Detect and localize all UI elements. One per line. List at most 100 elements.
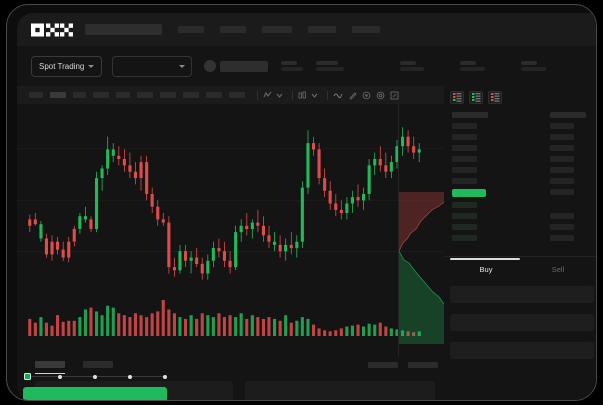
device-frame: Spot Trading (6, 4, 597, 401)
fullscreen-icon[interactable] (390, 91, 399, 100)
chevron-down-icon (88, 64, 95, 68)
orderbook-bid-row[interactable] (452, 202, 477, 208)
orderbook-ask-row[interactable] (452, 156, 477, 162)
orderbook-ask-row[interactable] (452, 145, 477, 151)
top-navigation-bar (17, 13, 596, 46)
okx-logo-o-icon (31, 23, 44, 36)
app-screen: Spot Trading (17, 13, 596, 400)
compare-icon[interactable] (298, 91, 307, 99)
spot-trading-dropdown[interactable]: Spot Trading (31, 55, 103, 77)
spot-trading-label: Spot Trading (39, 61, 85, 71)
slider-stop-75[interactable] (128, 374, 132, 379)
price-chart[interactable] (17, 104, 444, 356)
order-book[interactable] (444, 108, 596, 256)
chart-type-button[interactable] (206, 92, 222, 98)
chevron-down-icon (179, 64, 186, 68)
orderbook-right-row[interactable] (550, 145, 574, 151)
timeframe-button-1h[interactable] (73, 92, 86, 98)
order-amount-slider-handle[interactable] (24, 372, 31, 380)
indicator-icon[interactable] (263, 91, 272, 99)
timeframe-button-1w[interactable] (137, 92, 153, 98)
orderbook-bid-right-row[interactable] (550, 235, 574, 241)
orderbook-both-icon[interactable] (450, 90, 464, 104)
chart-toolbar (17, 86, 444, 104)
toolbar-divider (257, 90, 258, 100)
nav-item-derivatives[interactable] (262, 26, 292, 33)
trading-pair-select[interactable] (112, 55, 193, 77)
toolbar-divider (292, 90, 293, 100)
action-hide-other-pairs[interactable] (368, 361, 398, 368)
timeframe-button-4h[interactable] (93, 92, 109, 98)
orders-empty-card-right (245, 381, 435, 400)
orderbook-header-right (550, 112, 586, 118)
timeframe-button-1mo[interactable] (160, 92, 176, 98)
tab-buy[interactable]: Buy (479, 265, 493, 274)
slider-stop-25[interactable] (58, 374, 62, 379)
stat-24h-low (400, 60, 425, 72)
orderbook-right-row[interactable] (550, 156, 574, 162)
orderbook-and-order-form: Buy Sell (444, 86, 596, 400)
timeframe-button-1m[interactable] (29, 92, 43, 98)
order-amount-field[interactable] (450, 314, 594, 331)
stat-24h-change (281, 60, 304, 72)
stat-24h-volume (460, 60, 486, 72)
orderbook-bids-icon[interactable] (469, 90, 483, 104)
okx-logo[interactable] (31, 23, 73, 37)
orderbook-right-row[interactable] (550, 134, 574, 140)
submit-buy-button[interactable] (23, 387, 167, 400)
chevron-down-icon[interactable] (311, 92, 318, 99)
orderbook-right-row[interactable] (550, 167, 574, 173)
orders-tabs (17, 356, 444, 374)
orderbook-divider (444, 256, 596, 257)
settings-icon[interactable] (376, 91, 385, 100)
orderbook-right-row[interactable] (550, 123, 574, 129)
orderbook-bid-row[interactable] (452, 213, 477, 219)
toolbar-divider (327, 90, 328, 100)
ticker-bar: Spot Trading (17, 46, 596, 86)
orderbook-ask-row[interactable] (452, 178, 477, 184)
orderbook-ask-row[interactable] (452, 123, 477, 129)
orderbook-view-toggles (444, 86, 596, 108)
orderbook-last-price-highlight (452, 189, 486, 197)
slider-stop-50[interactable] (93, 374, 97, 379)
chart-extra-button[interactable] (229, 92, 245, 98)
stat-24h-high (316, 60, 345, 72)
global-search-input[interactable] (85, 24, 162, 35)
coin-avatar (204, 60, 217, 72)
nav-item-trade[interactable] (220, 26, 246, 33)
order-form-tabs: Buy Sell (450, 258, 594, 280)
orderbook-right-row[interactable] (550, 189, 574, 195)
last-price-value (220, 60, 269, 72)
magnet-icon[interactable] (362, 91, 371, 100)
tab-sell[interactable]: Sell (551, 265, 565, 274)
timeframe-button-15m[interactable] (50, 92, 66, 98)
timeframe-button-1d[interactable] (116, 92, 130, 98)
candlestick-chart-svg (17, 104, 444, 356)
stat-24h-turnover (521, 60, 547, 72)
nav-item-earn[interactable] (308, 26, 336, 33)
slider-stop-100[interactable] (163, 374, 167, 379)
tab-open-orders[interactable] (35, 361, 65, 374)
orderbook-bid-right-row[interactable] (550, 213, 574, 219)
orderbook-bid-row[interactable] (452, 235, 477, 241)
orderbook-right-row[interactable] (550, 178, 574, 184)
order-total-field[interactable] (450, 342, 594, 359)
orderbook-bid-row[interactable] (452, 224, 477, 230)
orderbook-bid-right-row[interactable] (550, 224, 574, 230)
okx-logo-k-icon (45, 23, 59, 36)
chevron-down-icon[interactable] (276, 92, 283, 99)
orderbook-ask-row[interactable] (452, 167, 477, 173)
line-style-icon[interactable] (333, 91, 343, 99)
orderbook-header-left (452, 112, 488, 118)
nav-item-more[interactable] (352, 26, 380, 33)
order-form-active-indicator (450, 258, 520, 260)
orderbook-ask-row[interactable] (452, 134, 477, 140)
pencil-icon[interactable] (348, 91, 357, 100)
nav-item-markets[interactable] (178, 26, 204, 33)
timeframe-button-more[interactable] (183, 92, 199, 98)
action-cancel-all[interactable] (408, 361, 438, 368)
okx-logo-x-icon (60, 23, 73, 36)
orderbook-asks-icon[interactable] (488, 90, 502, 104)
order-price-field[interactable] (450, 286, 594, 303)
tab-order-history[interactable] (83, 361, 113, 368)
